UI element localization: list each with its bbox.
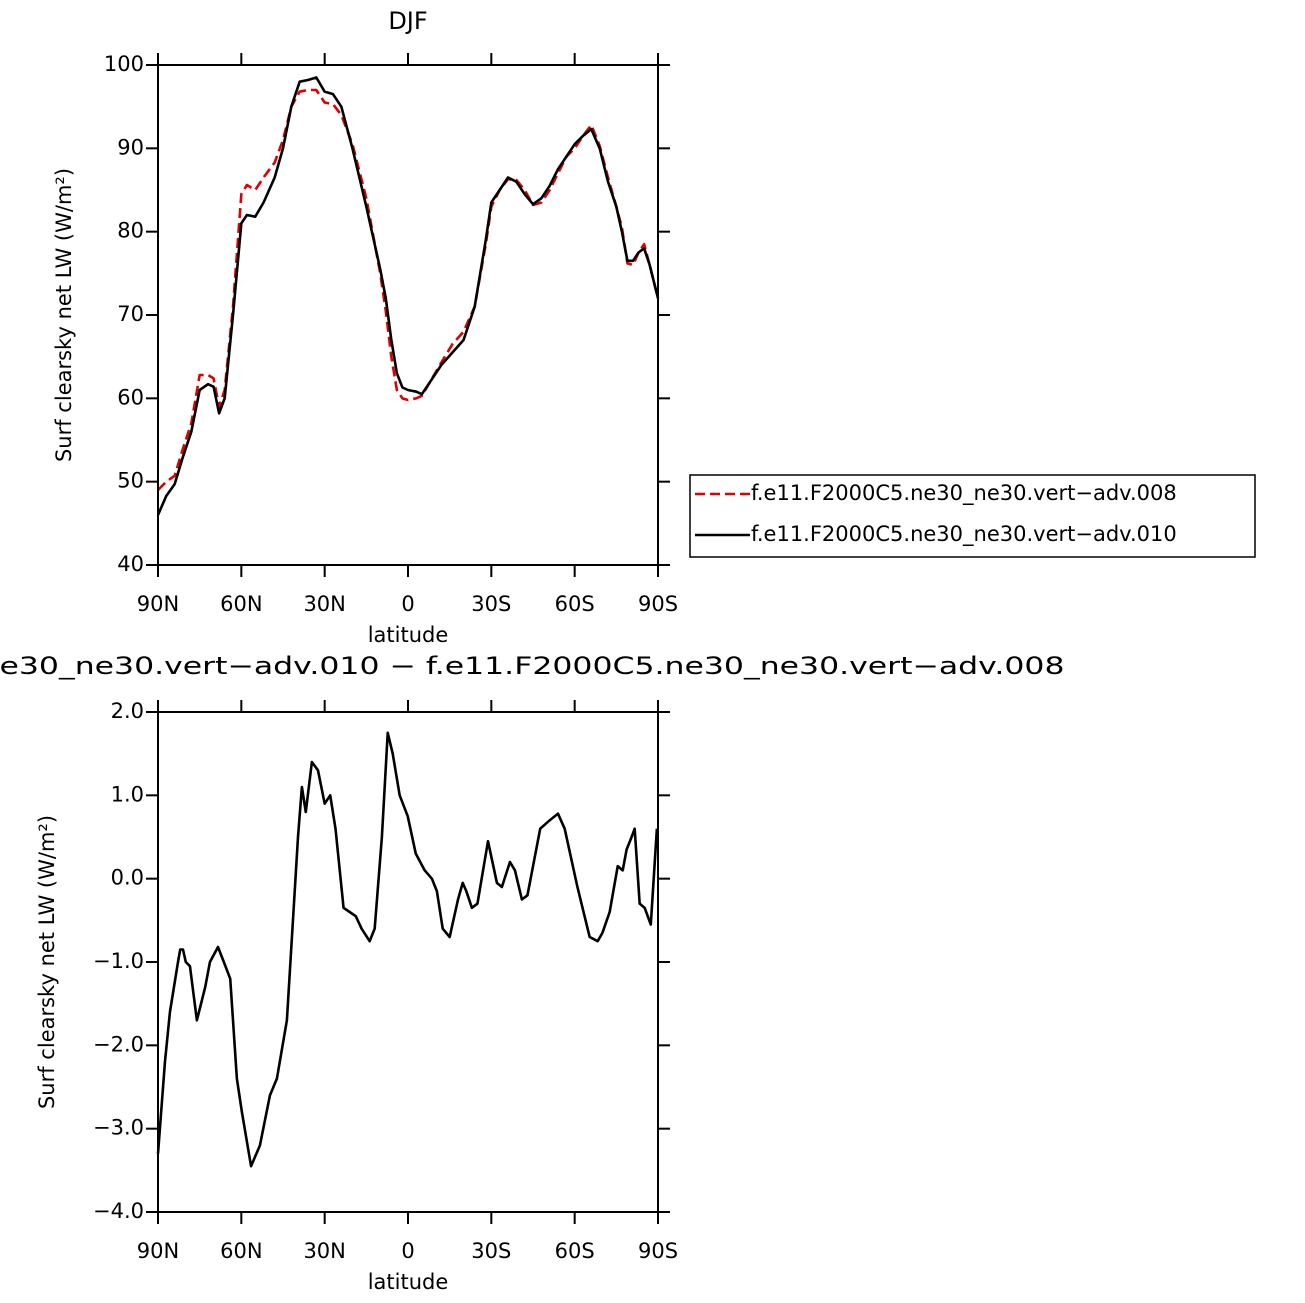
x-tick-label: 30S (471, 592, 511, 616)
panel: DJF latitude Surf clearsky net LW (W/m²) 90… (52, 7, 1256, 647)
y-tick-label: 60 (117, 385, 144, 409)
plot-frame (157, 64, 659, 566)
axes (146, 53, 670, 577)
data-line (156, 76, 660, 516)
x-tick-label: 0 (401, 1239, 414, 1263)
x-tick-label: 90N (137, 592, 179, 616)
x-axis-label: latitude (368, 1270, 449, 1294)
x-tick-label: 30N (303, 592, 345, 616)
legend-box (689, 474, 1256, 558)
data-line (156, 731, 659, 1168)
y-tick-label: 2.0 (111, 699, 144, 723)
y-tick-label: 100 (104, 52, 144, 76)
x-tick-label: 60N (220, 1239, 262, 1263)
y-tick-label: −2.0 (93, 1032, 144, 1056)
legend: f.e11.F2000C5.ne30_ne30.vert−adv.008 f.e1… (689, 474, 1256, 558)
axes (146, 700, 670, 1224)
x-tick-label: 90S (638, 1239, 678, 1263)
x-tick-label: 60S (555, 1239, 595, 1263)
x-tick-label: 60S (555, 592, 595, 616)
y-axis-label: Surf clearsky net LW (W/m²) (35, 815, 59, 1109)
x-tick-label: 90S (638, 592, 678, 616)
x-tick-label: 60N (220, 592, 262, 616)
x-axis-label: latitude (368, 623, 449, 647)
panel: e30_ne30.vert−adv.010 − f.e11.F2000C5.ne… (0, 652, 1065, 1294)
y-tick-label: 40 (117, 552, 144, 576)
x-tick-label: 30S (471, 1239, 511, 1263)
y-tick-label: 90 (117, 135, 144, 159)
x-tick-label: 30N (303, 1239, 345, 1263)
y-tick-label: −3.0 (93, 1116, 144, 1140)
y-tick-label: 70 (117, 302, 144, 326)
legend-label: f.e11.F2000C5.ne30_ne30.vert−adv.008 (751, 481, 1177, 506)
legend-label: f.e11.F2000C5.ne30_ne30.vert−adv.010 (751, 522, 1177, 547)
y-tick-label: 50 (117, 469, 144, 493)
y-tick-label: 1.0 (111, 782, 144, 806)
y-tick-label: 0.0 (111, 866, 144, 890)
plot-frame (157, 711, 659, 1213)
y-axis-label: Surf clearsky net LW (W/m²) (52, 168, 76, 462)
y-tick-label: −4.0 (93, 1199, 144, 1223)
x-tick-label: 90N (137, 1239, 179, 1263)
y-tick-label: 80 (117, 219, 144, 243)
y-tick-label: −1.0 (93, 949, 144, 973)
data-line (157, 88, 660, 491)
chart-title: DJF (388, 7, 427, 35)
x-tick-label: 0 (401, 592, 414, 616)
chart-title: e30_ne30.vert−adv.010 − f.e11.F2000C5.ne… (0, 652, 1065, 680)
